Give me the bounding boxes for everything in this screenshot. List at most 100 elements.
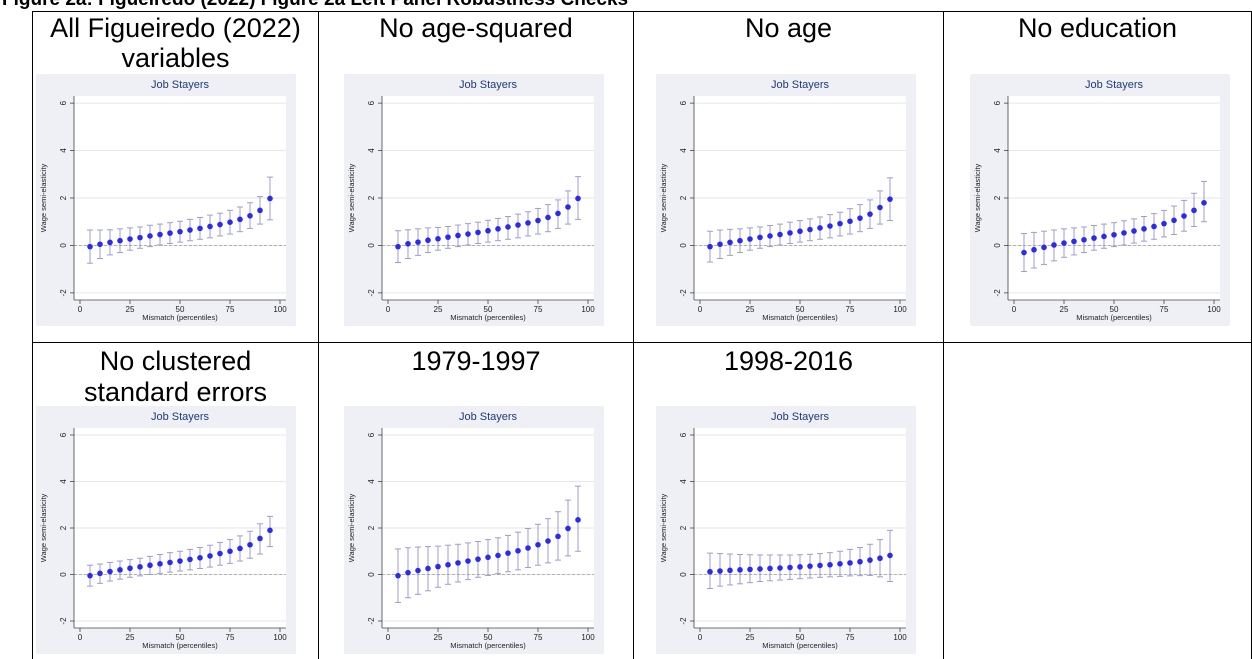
data-point xyxy=(525,220,531,226)
chart-title: Job Stayers xyxy=(151,411,210,423)
chart-panel-5: Job Stayers -2 0 2 4 6 0 25 50 75 100 Mismatch (per… xyxy=(36,406,296,654)
y-tick-label: 4 xyxy=(367,148,376,153)
data-point xyxy=(197,554,203,561)
data-point xyxy=(465,558,471,564)
y-tick-label: -2 xyxy=(679,289,688,297)
data-point xyxy=(575,517,581,523)
data-point xyxy=(137,234,143,241)
x-tick-label: 50 xyxy=(1110,305,1119,314)
chart-title: Job Stayers xyxy=(151,79,210,91)
y-tick-label: 4 xyxy=(367,479,376,484)
chart-svg: Job Stayers -2 0 2 4 6 0 25 50 75 100 Mismatch (per… xyxy=(36,74,296,326)
data-point xyxy=(1061,240,1067,246)
chart-svg: Job Stayers -2 0 2 4 6 0 25 50 75 100 Mismatch (per… xyxy=(656,74,916,326)
y-axis-label: Wage semi-elasticity xyxy=(39,164,48,233)
x-axis-label: Mismatch (percentiles) xyxy=(450,313,526,322)
y-tick-label: 0 xyxy=(59,243,68,248)
data-point xyxy=(1141,226,1147,232)
data-point xyxy=(465,231,471,237)
data-point xyxy=(127,236,133,242)
data-point xyxy=(107,239,113,246)
data-point xyxy=(777,565,783,571)
y-tick-label: 6 xyxy=(679,100,688,105)
x-tick-label: 75 xyxy=(226,633,235,642)
data-point xyxy=(117,237,123,244)
data-point xyxy=(877,204,883,211)
x-tick-label: 25 xyxy=(434,633,443,642)
data-point xyxy=(767,233,773,239)
data-point xyxy=(445,561,451,568)
data-point xyxy=(777,231,783,238)
y-axis-label: Wage semi-elasticity xyxy=(659,494,668,563)
data-point xyxy=(257,207,263,214)
data-point xyxy=(757,234,763,241)
chart-panel-4: Job Stayers -2 0 2 4 6 0 25 50 75 100 Mismatch (per… xyxy=(970,74,1230,326)
data-point xyxy=(415,567,421,574)
y-tick-label: 6 xyxy=(679,432,688,437)
x-axis-label: Mismatch (percentiles) xyxy=(142,641,218,650)
data-point xyxy=(1151,223,1157,230)
data-point xyxy=(767,565,773,572)
panel-7-heading: 1998-2016 xyxy=(723,346,854,376)
x-tick-label: 50 xyxy=(484,305,493,314)
data-point xyxy=(707,568,713,575)
y-tick-label: -2 xyxy=(367,617,376,625)
data-point xyxy=(107,568,113,575)
data-point xyxy=(137,564,143,570)
data-point xyxy=(737,237,743,244)
data-point xyxy=(555,210,561,217)
data-point xyxy=(857,558,863,565)
y-tick-label: 4 xyxy=(679,148,688,153)
data-point xyxy=(485,227,491,234)
y-axis-label: Wage semi-elasticity xyxy=(347,494,356,563)
y-tick-label: 2 xyxy=(367,525,376,530)
data-point xyxy=(227,548,233,555)
panel-6-heading: 1979-1997 xyxy=(411,346,541,376)
data-point xyxy=(1091,235,1097,241)
data-point xyxy=(535,217,541,224)
y-tick-label: 0 xyxy=(679,243,688,248)
data-point xyxy=(247,212,253,219)
y-tick-label: 0 xyxy=(367,243,376,248)
data-point xyxy=(1191,207,1197,214)
data-point xyxy=(837,561,843,567)
y-tick-label: 6 xyxy=(993,100,1002,105)
y-tick-label: 0 xyxy=(59,572,68,577)
data-point xyxy=(435,563,441,570)
data-point xyxy=(717,568,723,574)
col-divider-2 xyxy=(633,11,634,659)
data-point xyxy=(237,216,243,223)
data-point xyxy=(1111,231,1117,238)
panel-1-subheading: variables xyxy=(121,43,230,73)
chart-svg: Job Stayers -2 0 2 4 6 0 25 50 75 100 Mismatch (per… xyxy=(656,406,916,654)
data-point xyxy=(117,567,123,573)
y-tick-label: 4 xyxy=(59,479,68,484)
data-point xyxy=(455,232,461,239)
data-point xyxy=(147,233,153,239)
data-point xyxy=(167,230,173,236)
data-point xyxy=(505,550,511,556)
y-tick-label: -2 xyxy=(679,617,688,625)
x-tick-label: 75 xyxy=(846,305,855,314)
y-tick-label: 2 xyxy=(59,525,68,530)
data-point xyxy=(415,239,421,245)
data-point xyxy=(97,241,103,248)
data-point xyxy=(425,237,431,244)
y-axis-label: Wage semi-elasticity xyxy=(659,164,668,233)
data-point xyxy=(787,564,793,571)
row-divider xyxy=(32,342,1251,343)
chart-title: Job Stayers xyxy=(771,79,830,91)
data-point xyxy=(227,219,233,225)
data-point xyxy=(1101,233,1107,240)
data-point xyxy=(197,225,203,232)
data-point xyxy=(187,227,193,233)
y-tick-label: 6 xyxy=(59,100,68,105)
data-point xyxy=(1181,213,1187,219)
chart-title: Job Stayers xyxy=(771,411,830,423)
data-point xyxy=(555,533,561,540)
x-tick-label: 50 xyxy=(796,305,805,314)
panel-3-heading: No age xyxy=(744,13,833,43)
col-divider-3 xyxy=(943,11,944,659)
x-tick-label: 25 xyxy=(434,305,443,314)
